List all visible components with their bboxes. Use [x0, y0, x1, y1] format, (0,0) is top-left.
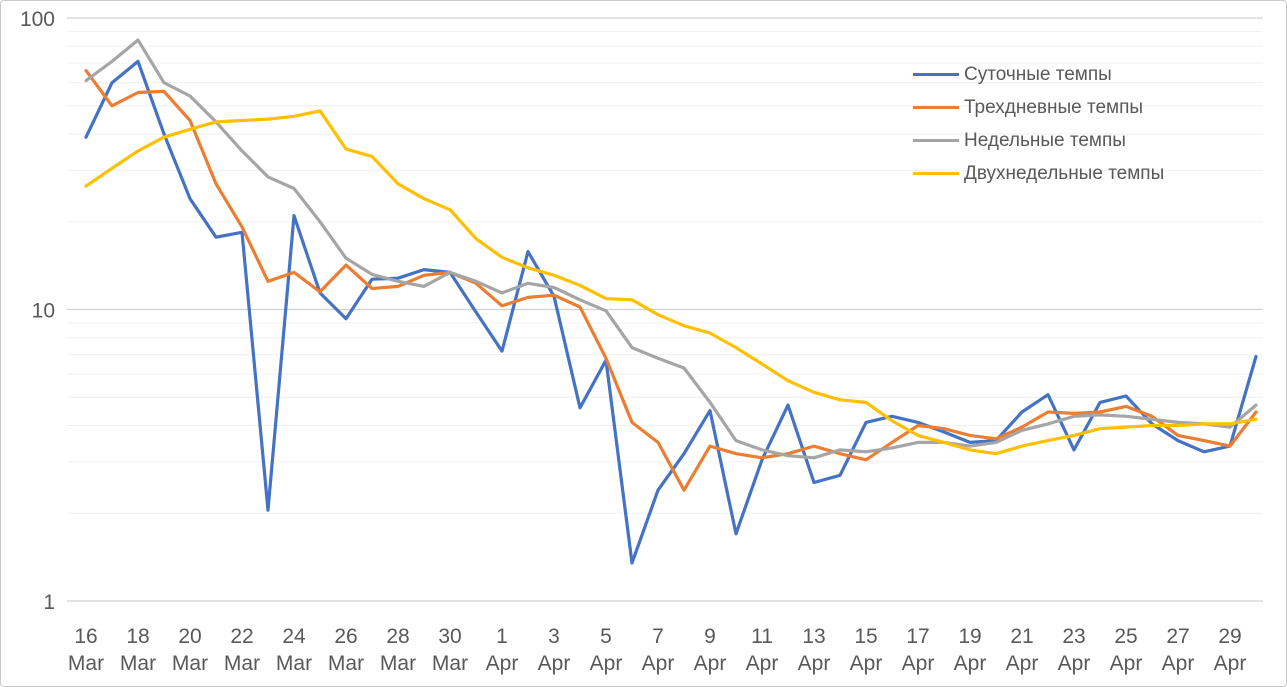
x-axis-tick-day-label: 18	[126, 625, 149, 648]
x-axis-tick-day-label: 29	[1218, 625, 1241, 648]
legend-label-weekly: Недельные темпы	[964, 129, 1126, 151]
x-axis-tick-day-label: 1	[496, 625, 508, 648]
x-axis-tick-day-label: 26	[334, 625, 357, 648]
y-axis-tick-label: 1	[43, 591, 55, 614]
legend-line-swatch-twoweek	[913, 172, 959, 175]
x-axis-tick-month-label: Apr	[850, 652, 883, 675]
x-axis-tick-month-label: Mar	[68, 652, 104, 675]
x-axis-tick-day-label: 30	[438, 625, 461, 648]
x-axis-tick-month-label: Apr	[1214, 652, 1247, 675]
x-axis-tick-day-label: 23	[1062, 625, 1085, 648]
legend-item-weekly-rates[interactable]: Недельные темпы	[913, 124, 1164, 157]
legend-label-threeday: Трехдневные темпы	[964, 96, 1144, 118]
legend-item-twoweek-rates[interactable]: Двухнедельные темпы	[913, 157, 1164, 190]
x-axis-tick-day-label: 28	[386, 625, 409, 648]
x-axis-tick-day-label: 24	[282, 625, 306, 648]
series-line-1[interactable]	[84, 68, 1258, 492]
x-axis-tick-month-label: Mar	[432, 652, 468, 675]
x-axis-tick-month-label: Mar	[328, 652, 364, 675]
series-line-3[interactable]	[84, 109, 1258, 456]
x-axis-tick-month-label: Apr	[590, 652, 623, 675]
chart-legend: Суточные темпы Трехдневные темпы Недельн…	[913, 58, 1164, 190]
x-axis-tick-month-label: Apr	[902, 652, 935, 675]
x-axis-tick-month-label: Apr	[954, 652, 987, 675]
x-axis-tick-month-label: Mar	[172, 652, 208, 675]
legend-item-daily-rates[interactable]: Суточные темпы	[913, 58, 1164, 91]
series-line-2[interactable]	[84, 38, 1258, 460]
x-axis-tick-day-label: 5	[600, 625, 612, 648]
y-axis-tick-label: 10	[32, 300, 55, 323]
x-axis-tick-month-label: Mar	[380, 652, 416, 675]
series-line-0[interactable]	[84, 59, 1258, 565]
x-axis-tick-day-label: 20	[178, 625, 201, 648]
legend-line-swatch-weekly	[913, 139, 959, 142]
x-axis-tick-day-label: 15	[854, 625, 877, 648]
x-axis-tick-day-label: 21	[1010, 625, 1033, 648]
x-axis-tick-month-label: Apr	[642, 652, 675, 675]
legend-line-swatch-threeday	[913, 106, 959, 109]
x-axis-tick-day-label: 9	[704, 625, 716, 648]
x-axis-tick-month-label: Apr	[1006, 652, 1039, 675]
x-axis-tick-day-label: 7	[652, 625, 664, 648]
x-axis-tick-day-label: 27	[1166, 625, 1189, 648]
x-axis-tick-month-label: Mar	[276, 652, 312, 675]
x-axis-tick-month-label: Apr	[694, 652, 727, 675]
x-axis-tick-day-label: 13	[802, 625, 825, 648]
x-axis-tick-month-label: Apr	[1058, 652, 1091, 675]
x-axis-tick-month-label: Apr	[1110, 652, 1143, 675]
y-axis-tick-label: 100	[20, 8, 55, 31]
x-axis-tick-day-label: 25	[1114, 625, 1137, 648]
legend-item-threeday-rates[interactable]: Трехдневные темпы	[913, 91, 1164, 124]
legend-line-swatch-daily	[913, 73, 959, 76]
x-axis-tick-month-label: Mar	[224, 652, 260, 675]
x-axis-tick-month-label: Apr	[486, 652, 519, 675]
legend-label-daily: Суточные темпы	[964, 63, 1112, 85]
x-axis-tick-day-label: 11	[751, 625, 773, 648]
x-axis-tick-day-label: 17	[906, 625, 929, 648]
x-axis-tick-day-label: 3	[548, 625, 560, 648]
x-axis-tick-month-label: Apr	[538, 652, 571, 675]
x-axis-tick-day-label: 22	[230, 625, 253, 648]
x-axis-tick-day-label: 16	[74, 625, 97, 648]
x-axis-tick-month-label: Apr	[1162, 652, 1195, 675]
x-axis-tick-month-label: Apr	[746, 652, 779, 675]
x-axis-tick-month-label: Mar	[120, 652, 156, 675]
x-axis-tick-month-label: Apr	[798, 652, 831, 675]
x-axis-tick-day-label: 19	[958, 625, 981, 648]
legend-label-twoweek: Двухнедельные темпы	[964, 162, 1165, 184]
